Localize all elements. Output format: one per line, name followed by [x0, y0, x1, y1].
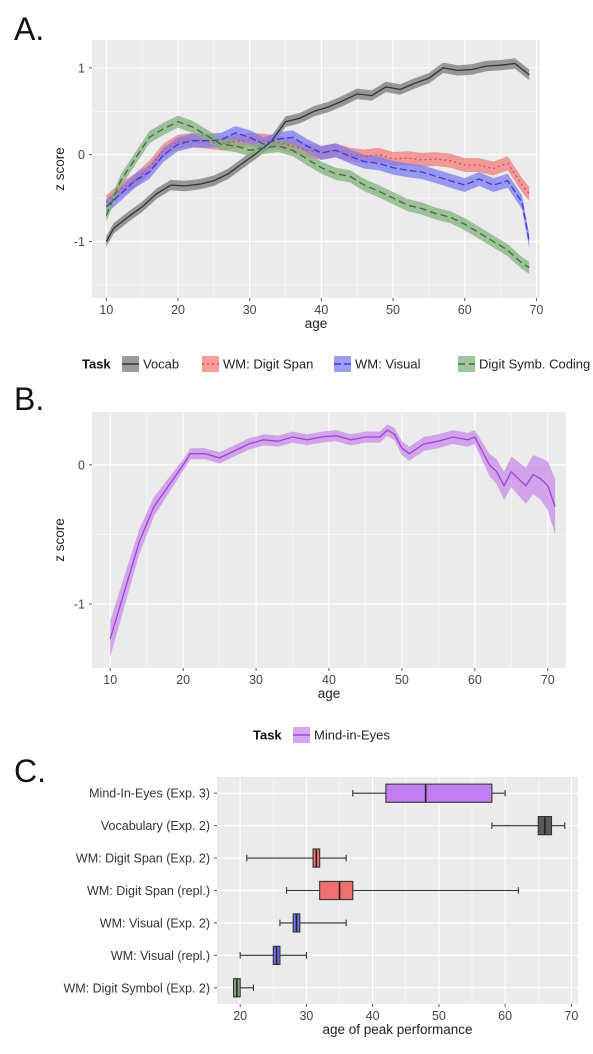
- panel-a-x-tick-label: 20: [171, 303, 185, 317]
- panel-c-box-3: [319, 880, 354, 901]
- panel-b-y-axis-label: z score: [52, 518, 67, 562]
- panel-b-legend-label-0: Mind-in-Eyes: [314, 728, 390, 743]
- panel-a-legend-label-0: Vocab: [143, 357, 179, 372]
- panel-c-group: Mind-In-Eyes (Exp. 3) Vocabulary (Exp. 2)…: [63, 777, 578, 1037]
- panel-c-x-tick-label: 50: [432, 1009, 446, 1023]
- panel-b-x-tick-label: 10: [103, 673, 117, 687]
- panel-a-x-tick-label: 10: [99, 303, 113, 317]
- panel-a-legend-label-3: Digit Symb. Coding: [479, 357, 590, 372]
- panel-b-y-tick-label: -1: [74, 598, 85, 612]
- panel-a-legend-title: Task: [82, 357, 111, 372]
- panel-b-letter: B.: [14, 381, 44, 417]
- panel-a-y-axis-label: z score: [52, 147, 67, 191]
- panel-b-group: 10 20 30 40 50 60 70 0 -1 age z score: [52, 412, 566, 701]
- panel-a-y-tick-label: 1: [78, 61, 85, 75]
- panel-a-x-tick-label: 30: [243, 303, 257, 317]
- panel-c-x-axis-label: age of peak performance: [322, 1022, 472, 1037]
- panel-c-x-tick-label: 70: [564, 1009, 578, 1023]
- panel-a-letter: A.: [14, 11, 44, 47]
- panel-c-category-label: WM: Visual (repl.): [111, 949, 210, 963]
- panel-b-x-tick-label: 20: [176, 673, 190, 687]
- panel-a-x-tick-label: 70: [529, 303, 543, 317]
- panel-c-category-label: WM: Digit Span (repl.): [87, 884, 210, 898]
- panel-a-x-tick-label: 40: [314, 303, 328, 317]
- panel-a-x-tick-label: 50: [386, 303, 400, 317]
- panel-a-x-tick-label: 60: [458, 303, 472, 317]
- panel-c-category-label: Mind-In-Eyes (Exp. 3): [89, 787, 210, 801]
- panel-a-y-tick-label: 0: [78, 148, 85, 162]
- panel-a-legend-key-2: [334, 356, 351, 372]
- panel-b-x-axis-label: age: [318, 686, 341, 701]
- panel-a-legend-label-2: WM: Visual: [355, 357, 421, 372]
- panel-b-x-tick-label: 50: [395, 673, 409, 687]
- panel-c-category-label: Vocabulary (Exp. 2): [101, 819, 210, 833]
- panel-b-x-tick-label: 60: [468, 673, 482, 687]
- panel-c-x-tick-label: 60: [498, 1009, 512, 1023]
- panel-a-y-tick-label: -1: [74, 235, 85, 249]
- panel-c-x-tick-label: 30: [299, 1009, 313, 1023]
- panel-c-category-label: WM: Visual (Exp. 2): [100, 916, 210, 930]
- panel-b-legend: Task Mind-in-Eyes: [253, 727, 390, 743]
- panel-a-legend-key-3: [458, 356, 475, 372]
- panel-c-x-tick-label: 20: [233, 1009, 247, 1023]
- panel-b-legend-title: Task: [253, 728, 282, 743]
- panel-b-series-line-0: [109, 429, 556, 639]
- panel-a-series-line-1: [105, 139, 530, 203]
- panel-a-series-line-2: [105, 132, 530, 242]
- panel-a-legend-key-1: [202, 356, 219, 372]
- panel-a-legend-label-1: WM: Digit Span: [223, 357, 313, 372]
- panel-b-x-tick-label: 40: [322, 673, 336, 687]
- panel-c-x-tick-label: 40: [366, 1009, 380, 1023]
- panel-a-series-line-3: [105, 120, 530, 269]
- panel-c-category-label: WM: Digit Symbol (Exp. 2): [63, 981, 210, 995]
- panel-a-legend: Task Vocab WM: Digit Span WM: Visual Digit S…: [82, 356, 590, 372]
- panel-b-x-tick-label: 30: [249, 673, 263, 687]
- panel-b-y-tick-label: 0: [78, 458, 85, 472]
- panel-a-series-line-0: [105, 62, 530, 242]
- panel-b-x-tick-label: 70: [541, 673, 555, 687]
- panel-a-x-axis-label: age: [305, 316, 328, 331]
- panel-c-letter: C.: [14, 753, 46, 789]
- panel-c-category-label: WM: Digit Span (Exp. 2): [76, 852, 210, 866]
- panel-c-box-0: [385, 783, 493, 803]
